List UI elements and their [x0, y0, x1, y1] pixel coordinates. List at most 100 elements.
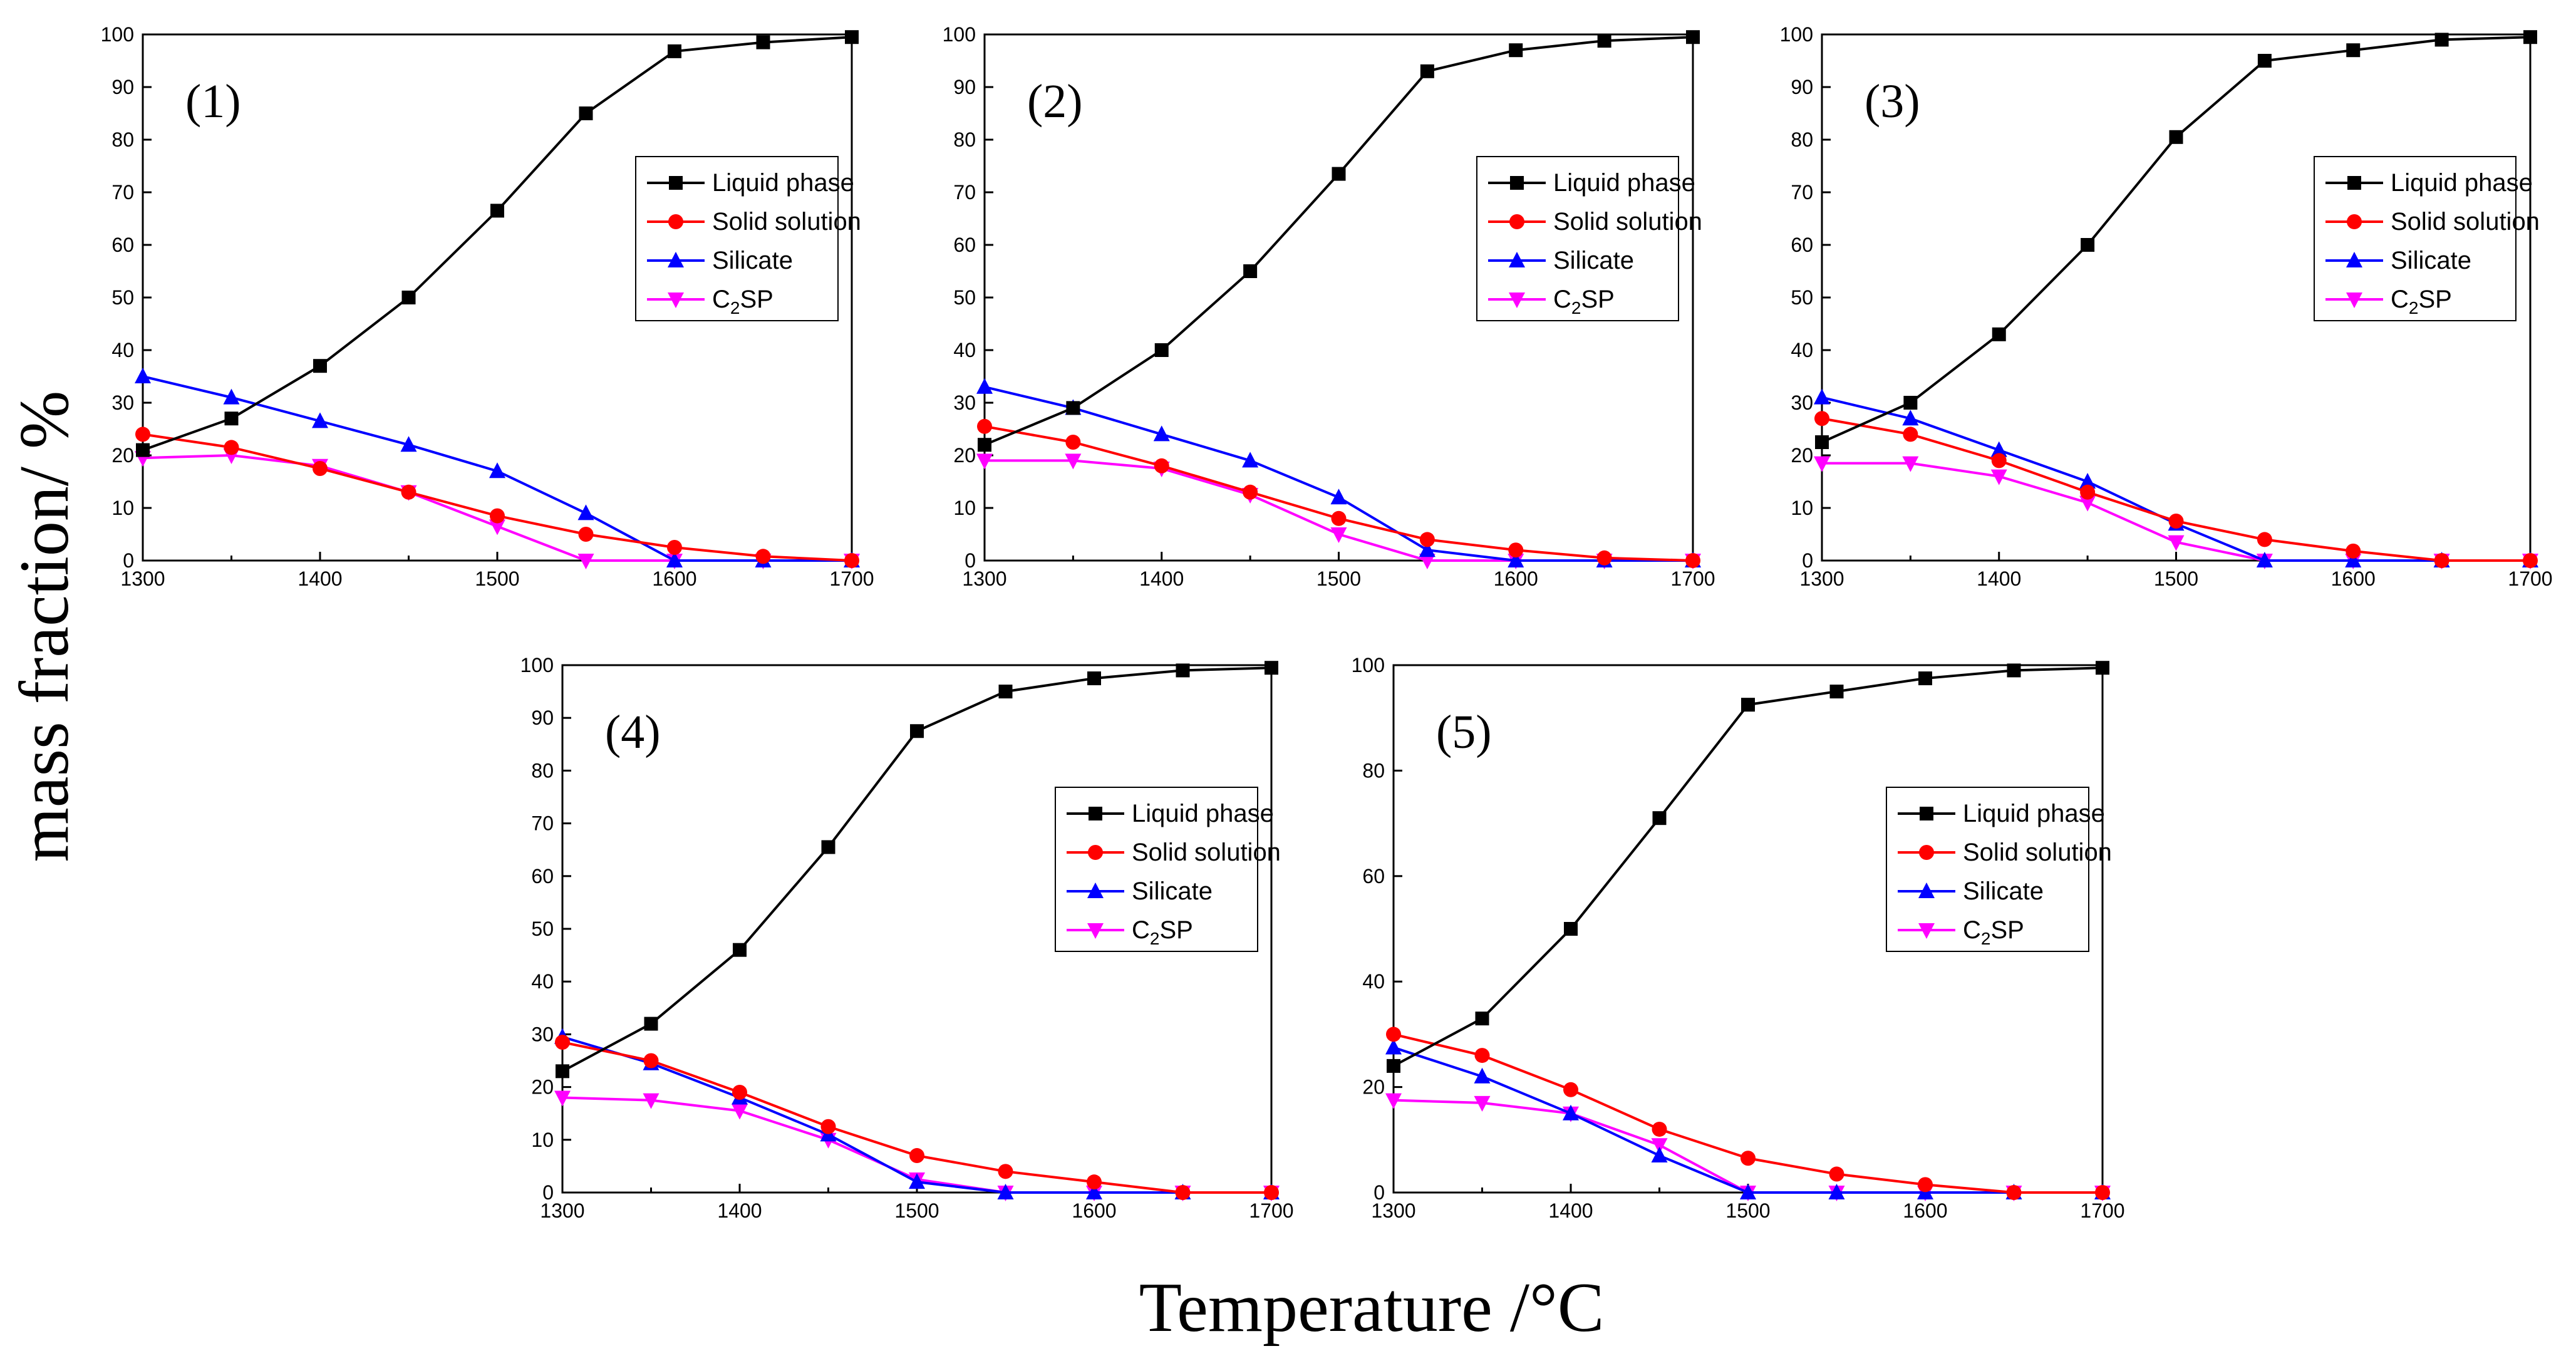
y-tick-label: 40	[953, 339, 976, 361]
y-tick-label: 50	[953, 286, 976, 309]
panel-label: (5)	[1436, 706, 1492, 758]
x-tick-label: 1500	[475, 567, 519, 590]
legend-entry: Silicate	[1898, 877, 2044, 905]
legend-entry: Silicate	[2325, 247, 2471, 274]
legend-entry: Liquid phase	[1488, 169, 1695, 197]
legend-c2sp-prefix: C	[1963, 916, 1981, 944]
y-tick-label: 60	[1362, 865, 1385, 887]
data-point	[223, 388, 240, 405]
data-point	[1508, 552, 1524, 567]
legend: Liquid phase Solid solution Silicate C2SP	[1886, 787, 2112, 952]
legend-marker	[668, 292, 684, 308]
legend-entry: Solid solution	[2325, 208, 2540, 235]
data-point	[2169, 130, 2183, 144]
legend-c2sp-suffix: SP	[1990, 916, 2024, 944]
data-point	[1596, 550, 1612, 566]
data-point	[577, 554, 594, 569]
y-tick-label: 80	[953, 128, 976, 151]
y-tick-label: 0	[542, 1181, 554, 1204]
data-point	[1474, 1095, 1491, 1112]
data-point	[1065, 435, 1081, 450]
legend-label: Liquid phase	[1963, 800, 2105, 827]
legend-entry: Solid solution	[647, 208, 861, 235]
legend: Liquid phase Solid solution Silicate C2SP	[1055, 787, 1281, 952]
data-point	[401, 291, 416, 304]
legend-c2sp-subscript: 2	[730, 298, 740, 318]
x-tick-label: 1600	[2331, 567, 2376, 590]
data-point	[1419, 532, 1435, 547]
legend-label: C2SP	[1963, 916, 2024, 948]
data-point	[1154, 343, 1169, 357]
legend-marker	[668, 214, 683, 229]
legend-label: Liquid phase	[1132, 800, 1274, 827]
data-point	[1686, 30, 1700, 44]
y-tick-label: 90	[531, 706, 554, 729]
x-tick-label: 1300	[1371, 1199, 1415, 1222]
data-point	[312, 412, 328, 428]
y-tick-label: 20	[953, 444, 976, 467]
x-tick-label: 1600	[1072, 1199, 1116, 1222]
data-point	[135, 427, 150, 442]
data-point	[1903, 427, 1918, 442]
legend-entry: Solid solution	[1488, 208, 1702, 235]
y-tick-label: 100	[1352, 654, 1385, 676]
data-point	[1176, 663, 1190, 678]
y-tick-label: 90	[111, 76, 134, 98]
data-point	[1902, 410, 1919, 426]
y-tick-label: 80	[1362, 759, 1385, 782]
data-point	[313, 461, 328, 476]
y-tick-label: 30	[953, 391, 976, 414]
legend-marker	[2347, 214, 2362, 229]
data-point	[1066, 401, 1080, 415]
legend-label: Silicate	[2391, 247, 2471, 274]
series-circle	[977, 418, 1700, 568]
legend: Liquid phase Solid solution Silicate C2SP	[635, 156, 861, 321]
series-triangle-up	[554, 1028, 1280, 1199]
data-point	[1385, 1093, 1402, 1109]
panels-group: 1300 1400 1500 1600 170001020304050607080901…	[101, 23, 2553, 1222]
legend-entry: C2SP	[647, 286, 773, 318]
data-point	[844, 553, 859, 568]
x-tick-label: 1300	[540, 1199, 584, 1222]
legend-label: C2SP	[712, 286, 773, 318]
data-point	[1508, 542, 1524, 558]
legend-entry: C2SP	[1898, 916, 2024, 948]
x-tick-label: 1400	[1548, 1199, 1593, 1222]
y-tick-label: 70	[111, 181, 134, 204]
legend-marker	[1509, 252, 1525, 267]
data-point	[224, 440, 239, 455]
x-tick-label: 1400	[1977, 567, 2021, 590]
data-point	[1564, 922, 1578, 936]
x-tick-label: 1500	[1725, 1199, 1770, 1222]
data-point	[578, 527, 594, 542]
legend-c2sp-suffix: SP	[2418, 286, 2451, 313]
series-line	[562, 1041, 1271, 1194]
legend-label: C2SP	[1132, 916, 1193, 948]
panel-5: 1300 1400 1500 1600 1700 0 20 40 60 80 100 (5) Liqui…	[1352, 654, 2125, 1222]
legend-c2sp-prefix: C	[2391, 286, 2409, 313]
y-tick-label: 70	[531, 812, 554, 835]
data-point	[1741, 698, 1755, 712]
data-point	[1651, 1138, 1668, 1154]
data-point	[998, 685, 1013, 699]
data-point	[1243, 484, 1258, 500]
data-point	[136, 443, 150, 457]
y-tick-label: 40	[531, 970, 554, 993]
legend-label: Solid solution	[1132, 839, 1281, 866]
data-point	[1652, 1121, 1667, 1137]
legend-label: Solid solution	[1963, 839, 2112, 866]
legend: Liquid phase Solid solution Silicate C2SP	[2314, 156, 2540, 321]
data-point	[1991, 453, 2007, 468]
series-square	[136, 30, 859, 457]
x-tick-label: 1700	[2080, 1199, 2124, 1222]
legend-marker	[2347, 176, 2361, 190]
data-point	[1330, 489, 1347, 505]
legend-c2sp-suffix: SP	[740, 286, 773, 313]
data-point	[579, 106, 593, 120]
legend-marker	[1087, 882, 1104, 898]
y-tick-label: 30	[111, 391, 134, 414]
data-point	[1175, 1185, 1191, 1200]
data-point	[1740, 1184, 1756, 1199]
data-point	[1509, 43, 1523, 58]
